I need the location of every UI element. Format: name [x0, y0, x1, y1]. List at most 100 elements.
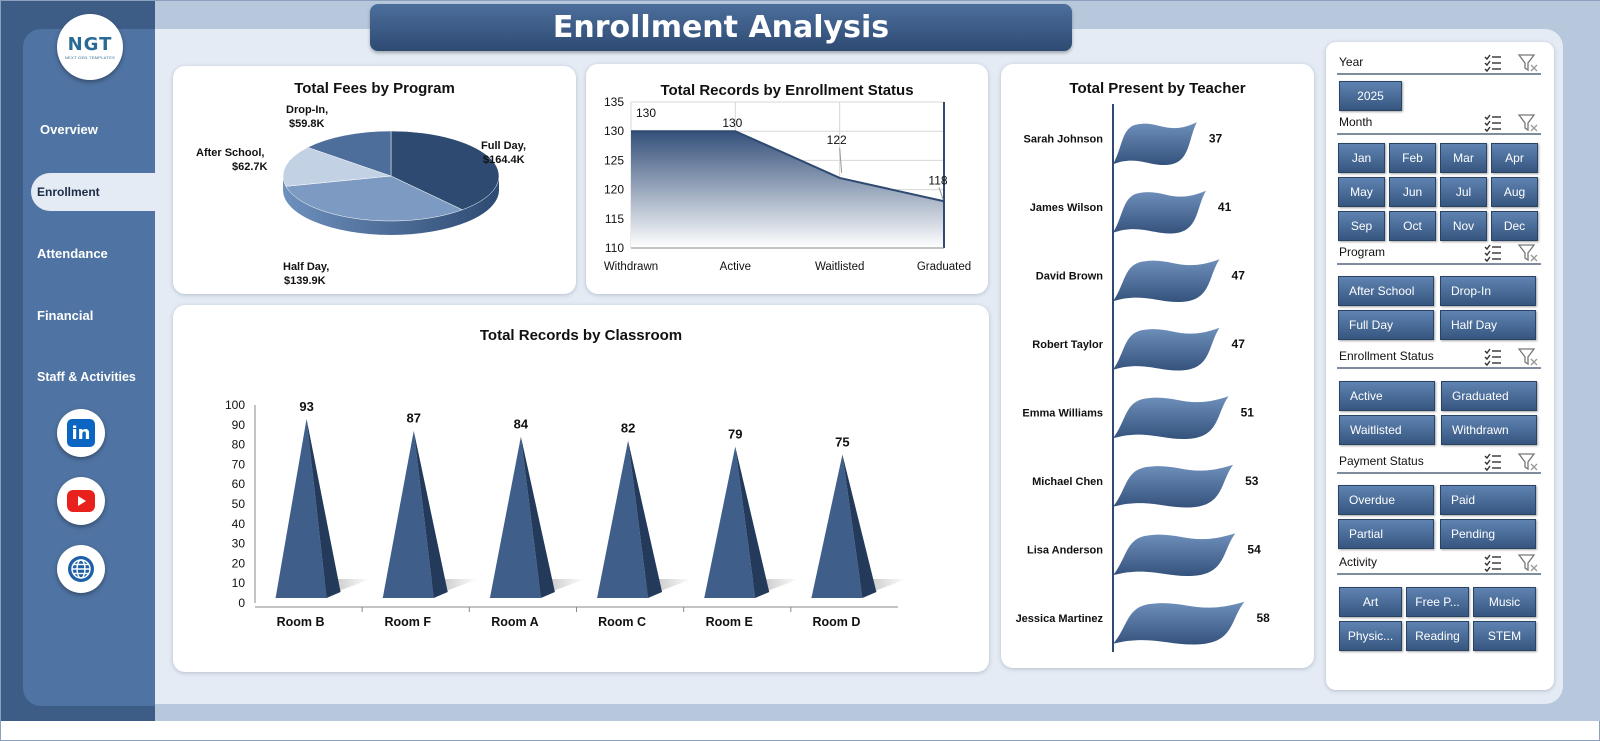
status-ytick-label: 115	[605, 212, 624, 226]
slicer-item-activity[interactable]: Art	[1339, 587, 1402, 617]
classroom-ytick-label: 30	[232, 537, 246, 551]
slicer-item-program[interactable]: Drop-In	[1440, 276, 1536, 306]
slicer-item-month[interactable]: Jan	[1338, 143, 1385, 173]
slicer-item-month[interactable]: Apr	[1491, 143, 1538, 173]
slicer-item-payment-status[interactable]: Pending	[1440, 519, 1536, 549]
slicer-item-activity[interactable]: Free P...	[1406, 587, 1469, 617]
clear-filter-icon[interactable]	[1517, 113, 1539, 138]
multi-select-icon[interactable]	[1483, 243, 1503, 268]
teacher-data-label: 53	[1245, 474, 1259, 488]
nav-enrollment[interactable]: Enrollment	[31, 173, 156, 211]
classroom-xtick-label: Room C	[598, 615, 646, 629]
slicer-item-month[interactable]: Jun	[1389, 177, 1436, 207]
slicer-item-payment-status[interactable]: Overdue	[1338, 485, 1434, 515]
pie-value-dropin: $59.8K	[289, 118, 325, 130]
status-area-chart: 135 130 125 120 115 110 130 130 122 118 Withdrawn A…	[604, 95, 971, 273]
slicer-item-month[interactable]: Mar	[1440, 143, 1487, 173]
teacher-bar	[1113, 464, 1234, 508]
teacher-bar	[1113, 327, 1220, 371]
slicer-item-month[interactable]: Sep	[1338, 211, 1385, 241]
teacher-data-label: 51	[1241, 405, 1255, 419]
slicer-item-month[interactable]: Oct	[1389, 211, 1436, 241]
classroom-ytick-label: 0	[238, 596, 245, 610]
multi-select-icon[interactable]	[1483, 113, 1503, 138]
company-logo: NGT NEXT GEN TEMPLATES	[57, 14, 123, 80]
slicer-item-payment-status[interactable]: Paid	[1440, 485, 1536, 515]
status-data-label: 130	[722, 116, 742, 130]
youtube-button[interactable]	[57, 477, 105, 525]
fees-chart-title: Total Fees by Program	[294, 80, 455, 97]
classroom-ytick-label: 90	[232, 418, 246, 432]
teacher-bar	[1113, 122, 1197, 165]
slicer-item-payment-status[interactable]: Partial	[1338, 519, 1434, 549]
status-xtick-label: Withdrawn	[604, 261, 658, 273]
multi-select-icon[interactable]	[1483, 347, 1503, 372]
classroom-bar	[275, 418, 327, 598]
classroom-data-label: 75	[835, 435, 849, 450]
classroom-bar	[382, 430, 434, 598]
pie-slice-full-day	[390, 130, 500, 211]
slicer-item-program[interactable]: After School	[1338, 276, 1434, 306]
nav-staff-activities[interactable]: Staff & Activities	[37, 370, 136, 384]
teacher-data-label: 41	[1218, 200, 1232, 214]
nav-attendance[interactable]: Attendance	[37, 246, 108, 261]
logo-subtitle: NEXT GEN TEMPLATES	[64, 55, 116, 60]
classroom-chart-title: Total Records by Classroom	[479, 327, 683, 344]
multi-select-icon[interactable]	[1483, 553, 1503, 578]
status-ytick-label: 110	[605, 241, 624, 255]
teacher-name-label: Jessica Martinez	[1016, 613, 1104, 625]
slicer-item-activity[interactable]: STEM	[1473, 621, 1536, 651]
slicer-item-month[interactable]: Feb	[1389, 143, 1436, 173]
classroom-xtick-label: Room E	[706, 615, 753, 629]
slicer-header-month: Month	[1337, 113, 1541, 135]
classroom-ytick-label: 80	[232, 438, 246, 452]
clear-filter-icon[interactable]	[1517, 243, 1539, 268]
slicer-label-program: Program	[1339, 245, 1386, 259]
teacher-chart-title: Total Present by Teacher	[1069, 80, 1246, 97]
website-button[interactable]	[57, 545, 105, 593]
clear-filter-icon[interactable]	[1517, 452, 1539, 477]
nav-financial[interactable]: Financial	[37, 308, 94, 323]
nav-overview[interactable]: Overview	[40, 122, 98, 137]
classroom-ytick-label: 40	[232, 517, 246, 531]
status-area	[631, 131, 944, 248]
slicer-item-program[interactable]: Full Day	[1338, 310, 1434, 340]
slicer-item-activity[interactable]: Reading	[1406, 621, 1469, 651]
slicer-item-enrollment-status[interactable]: Active	[1339, 381, 1435, 411]
slicer-item-enrollment-status[interactable]: Graduated	[1441, 381, 1537, 411]
slicer-item-month[interactable]: Dec	[1491, 211, 1538, 241]
slicer-item-enrollment-status[interactable]: Waitlisted	[1339, 415, 1435, 445]
slicer-item-program[interactable]: Half Day	[1440, 310, 1536, 340]
classroom-ytick-label: 70	[232, 457, 246, 471]
slicer-item-year[interactable]: 2025	[1339, 81, 1402, 111]
multi-select-icon[interactable]	[1483, 452, 1503, 477]
linkedin-button[interactable]: in	[57, 409, 105, 457]
fees-pie-chart: Drop-In, $59.8K Full Day, $164.4K After …	[196, 104, 526, 287]
status-xtick-label: Waitlisted	[815, 261, 864, 273]
multi-select-icon[interactable]	[1483, 53, 1503, 78]
slicer-item-month[interactable]: May	[1338, 177, 1385, 207]
slicer-item-month[interactable]: Nov	[1440, 211, 1487, 241]
slicer-item-activity[interactable]: Music	[1473, 587, 1536, 617]
slicer-item-month[interactable]: Aug	[1491, 177, 1538, 207]
clear-filter-icon[interactable]	[1517, 553, 1539, 578]
fees-by-program-card: Total Fees by Program Drop-In, $59.8K Fu…	[173, 66, 576, 294]
slicer-item-enrollment-status[interactable]: Withdrawn	[1441, 415, 1537, 445]
slicer-header-program: Program	[1337, 243, 1541, 265]
clear-filter-icon[interactable]	[1517, 53, 1539, 78]
classroom-bar	[704, 446, 756, 598]
status-xtick-label: Active	[720, 261, 751, 273]
status-ytick-label: 130	[604, 124, 624, 138]
clear-filter-icon[interactable]	[1517, 347, 1539, 372]
slicer-label-payment-status: Payment Status	[1339, 454, 1424, 468]
slicer-item-activity[interactable]: Physic...	[1339, 621, 1402, 651]
teacher-bar	[1113, 396, 1229, 439]
classroom-data-label: 93	[299, 399, 313, 414]
pie-label-dropin: Drop-In,	[286, 104, 328, 116]
slicer-header-year: Year	[1337, 53, 1541, 75]
slicer-item-month[interactable]: Jul	[1440, 177, 1487, 207]
status-data-label: 122	[827, 133, 847, 147]
pie-slice-drop-in	[307, 130, 392, 177]
